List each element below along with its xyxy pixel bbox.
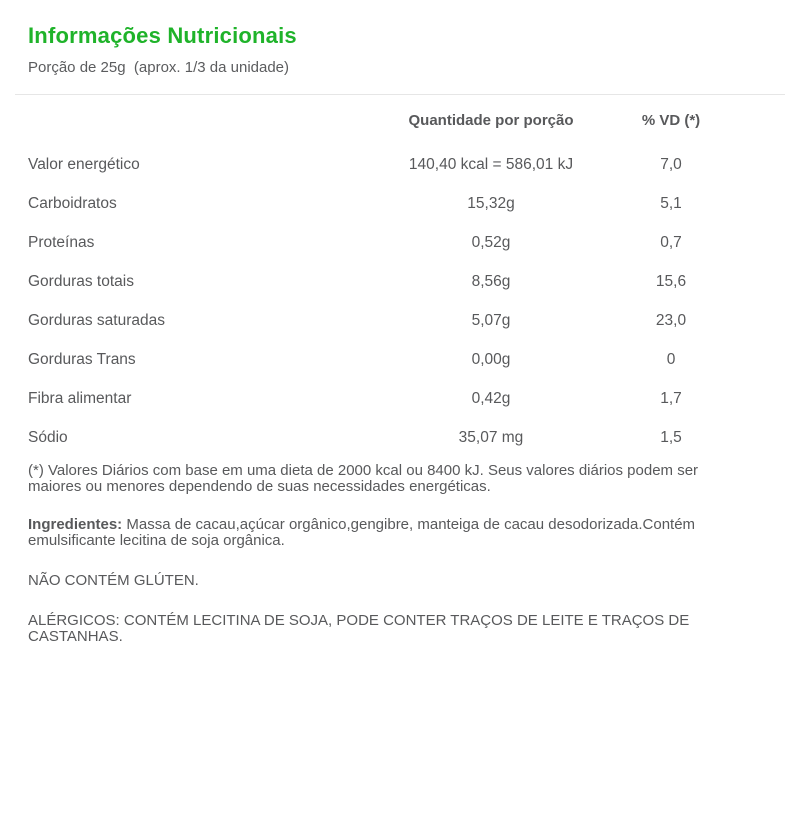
nutrient-label: Proteínas [28, 233, 95, 251]
nutrient-label: Gorduras saturadas [28, 311, 165, 329]
col-header-quantity: Quantidade por porção [408, 111, 574, 129]
nutrient-quantity: 35,07 mg [458, 428, 524, 446]
nutrient-dv: 5,1 [660, 194, 682, 212]
nutrition-table: Quantidade por porção % VD (*) Valor ene… [0, 95, 770, 457]
nutrient-label: Gorduras totais [28, 272, 134, 290]
nutrient-label: Valor energético [28, 155, 140, 173]
table-row: Gorduras saturadas 5,07g 23,0 [0, 301, 770, 340]
nutrient-label: Fibra alimentar [28, 389, 132, 407]
serving-size-text: Porção de 25g (aprox. 1/3 da unidade) [28, 59, 290, 76]
gluten-free-note: NÃO CONTÉM GLÚTEN. [28, 572, 199, 589]
table-header-row: Quantidade por porção % VD (*) [0, 95, 770, 145]
nutrient-dv: 1,5 [660, 428, 682, 446]
daily-values-note: (*) Valores Diários com base em uma diet… [28, 462, 699, 495]
nutrient-dv: 1,7 [660, 389, 682, 407]
footnotes: (*) Valores Diários com base em uma diet… [28, 463, 740, 645]
nutrient-label: Sódio [28, 428, 68, 446]
nutrient-dv: 15,6 [655, 272, 687, 290]
table-row: Gorduras Trans 0,00g 0 [0, 340, 770, 379]
nutrient-dv: 7,0 [660, 155, 682, 173]
table-row: Proteínas 0,52g 0,7 [0, 223, 770, 262]
table-row: Gorduras totais 8,56g 15,6 [0, 262, 770, 301]
nutrient-quantity: 15,32g [467, 194, 515, 212]
nutrient-label: Gorduras Trans [28, 350, 136, 368]
nutrient-quantity: 140,40 kcal = 586,01 kJ [408, 155, 574, 173]
allergens-note: ALÉRGICOS: CONTÉM LECITINA DE SOJA, PODE… [28, 612, 690, 645]
nutrient-dv: 0 [666, 350, 676, 368]
table-row: Carboidratos 15,32g 5,1 [0, 184, 770, 223]
table-row: Fibra alimentar 0,42g 1,7 [0, 379, 770, 418]
nutrient-quantity: 0,52g [471, 233, 511, 251]
nutrient-quantity: 0,42g [471, 389, 511, 407]
nutrient-label: Carboidratos [28, 194, 117, 212]
nutrient-quantity: 5,07g [471, 311, 511, 329]
divider [15, 94, 785, 95]
table-row: Valor energético 140,40 kcal = 586,01 kJ… [0, 145, 770, 184]
page-title: Informações Nutricionais [28, 23, 297, 48]
ingredients-paragraph: Ingredientes: Massa de cacau,açúcar orgâ… [28, 517, 740, 549]
nutrition-info-panel: Informações Nutricionais Porção de 25g (… [0, 22, 800, 822]
ingredients-label: Ingredientes: [28, 516, 123, 533]
nutrient-dv: 23,0 [655, 311, 687, 329]
col-header-dv: % VD (*) [641, 111, 701, 129]
nutrient-dv: 0,7 [660, 233, 682, 251]
ingredients-text: Massa de cacau,açúcar orgânico,gengibre,… [28, 516, 696, 549]
nutrient-quantity: 0,00g [471, 350, 511, 368]
nutrient-quantity: 8,56g [471, 272, 511, 290]
table-row: Sódio 35,07 mg 1,5 [0, 418, 770, 457]
